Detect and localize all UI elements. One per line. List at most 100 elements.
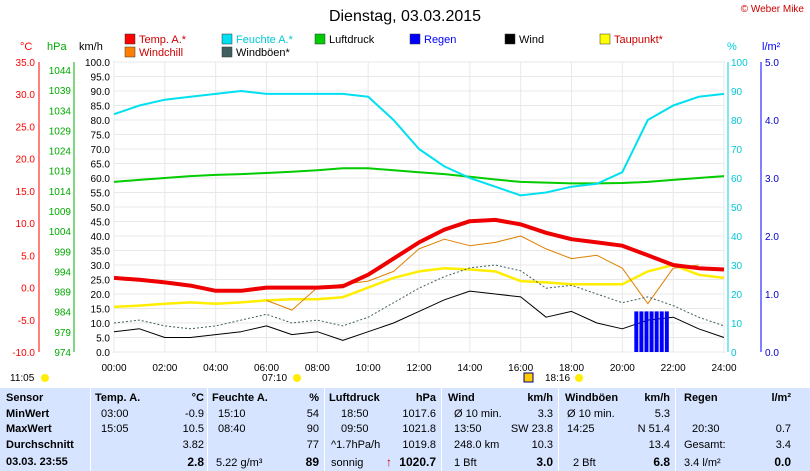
rain-bars [634,311,669,352]
kmh-tick-label: 45.0 [91,218,111,229]
kmh-tick-label: 95.0 [91,73,111,84]
pct-tick-label: 30 [731,261,743,272]
gust-now: 6.8 [653,455,670,469]
rain-bar [654,311,659,352]
press-head: Luftdruck [329,392,380,404]
grid [113,61,725,353]
unit-rain: l/m² [762,41,781,53]
legend-swatch [504,33,516,45]
sunset-time: 18:16 [545,373,570,384]
gust-min-val: 5.3 [654,408,670,420]
pct-tick-label: 20 [731,290,743,301]
time-tick-label: 16:00 [508,363,533,374]
col-gust: Windböen km/h Ø 10 min. 5.3 14:25 N 51.4… [558,388,676,471]
gust-bft: 2 Bft [573,457,596,469]
temp-tick-label: 15.0 [16,187,36,198]
pct-tick-label: 40 [731,232,743,243]
rain-tick-label: 5.0 [765,58,779,69]
gust-min-label: Ø 10 min. [567,408,615,420]
temp-tick-label: -10.0 [12,348,35,359]
time-tick-label: 12:00 [406,363,431,374]
legend-label: Temp. A.* [139,34,187,46]
legend-label: Luftdruck [329,34,375,46]
unit-temp: °C [20,41,32,53]
time-tick-label: 04:00 [203,363,228,374]
temp-unit: °C [191,392,204,404]
series-lines [113,90,725,341]
legend-label: Wind [519,34,544,46]
hum-abs: 5.22 g/m³ [216,457,263,469]
hum-head: Feuchte A. [212,392,268,404]
col-humidity: Feuchte A. % 15:10 54 08:40 90 77 5.22 g… [207,388,325,471]
sunrise-time: 07:10 [262,373,287,384]
legend-swatch [124,33,136,45]
gust-avg: 13.4 [648,439,670,451]
pct-tick-label: 0 [731,348,737,359]
time-tick-label: 20:00 [610,363,635,374]
moonrise-time: 11:05 [10,373,35,384]
col-temp: Temp. A. °C 03:00 -0.9 15:05 10.5 3.82 2… [90,388,208,471]
hum-min-val: 54 [306,408,319,420]
col-wind: Wind km/h Ø 10 min. 3.3 13:50 SW 23.8 24… [441,388,559,471]
temp-tick-label: 35.0 [16,58,36,69]
col-pressure: Luftdruck hPa 18:50 1017.6 09:50 1021.8 … [324,388,442,471]
pct-tick-label: 10 [731,319,743,330]
hum-max-time: 08:40 [218,423,246,435]
kmh-tick-label: 20.0 [91,290,111,301]
rain-bar [659,311,664,352]
temp-tick-label: 0.0 [21,284,35,295]
legend: Temp. A.* Feuchte A.* Luftdruck Regen Wind Ta… [124,33,664,59]
press-forecast: sonnig [331,457,364,469]
sensor-now: 03.03. 23:55 [6,456,68,468]
sensor-avg: Durchschnitt [6,439,74,451]
gust-head: Windböen [565,392,619,404]
series-line [113,90,725,197]
sensor-head: Sensor [6,392,44,404]
hpa-tick-label: 974 [54,348,71,359]
gust-unit: km/h [644,392,670,404]
rain-bar [649,311,654,352]
time-tick-label: 06:00 [254,363,279,374]
temp-tick-label: 20.0 [16,155,36,166]
kmh-tick-label: 0.0 [96,348,110,359]
legend-label: Regen [424,34,456,46]
hpa-tick-label: 1029 [49,126,72,137]
hum-avg: 77 [306,439,319,451]
pct-tick-label: 80 [731,116,743,127]
kmh-tick-label: 85.0 [91,102,111,113]
gust-max-dir: N 51.4 [637,423,670,435]
press-unit: hPa [415,392,436,404]
rain-bar [634,311,639,352]
legend-label: Windböen* [236,47,291,59]
legend-label: Taupunkt* [614,34,664,46]
temp-min-time: 03:00 [101,408,129,420]
unit-pct: % [727,41,737,53]
sensor-min: MinWert [6,408,50,420]
kmh-tick-label: 65.0 [91,160,111,171]
time-tick-label: 18:00 [559,363,584,374]
hpa-tick-label: 1014 [49,187,72,198]
temp-min-val: -0.9 [185,408,204,420]
legend-swatch [221,46,233,58]
legend-swatch [221,33,233,45]
series-line [113,217,725,293]
wind-min-val: 3.3 [537,408,553,420]
time-tick-label: 10:00 [356,363,381,374]
hpa-tick-label: 999 [54,247,71,258]
legend-swatch [124,46,136,58]
wind-now: 3.0 [536,455,553,469]
series-line [113,290,725,341]
hum-max-val: 90 [306,423,319,435]
hpa-tick-label: 1009 [49,207,72,218]
kmh-tick-label: 10.0 [91,319,111,330]
rain-unit: l/m² [771,392,791,404]
press-max-val: 1021.8 [402,423,436,435]
kmh-tick-label: 35.0 [91,247,111,258]
series-line [113,263,725,309]
pct-tick-label: 50 [731,203,743,214]
hpa-tick-label: 979 [54,328,71,339]
hpa-tick-label: 1004 [49,227,72,238]
moon-icon [41,374,49,382]
press-trend: ^1.7hPa/h [331,439,381,451]
